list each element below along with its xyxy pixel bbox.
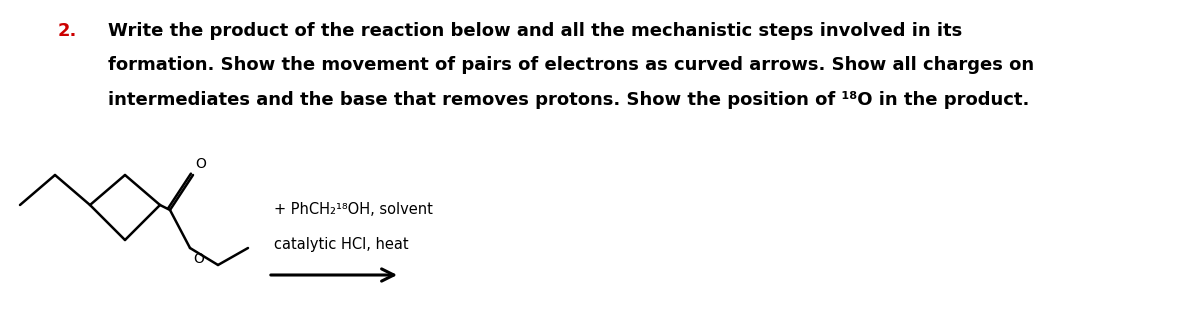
Text: O: O	[194, 157, 206, 171]
Text: intermediates and the base that removes protons. Show the position of ¹⁸O in the: intermediates and the base that removes …	[108, 91, 1030, 109]
Text: 2.: 2.	[58, 22, 77, 40]
Text: O: O	[193, 252, 204, 266]
Text: catalytic HCl, heat: catalytic HCl, heat	[274, 237, 408, 252]
Text: formation. Show the movement of pairs of electrons as curved arrows. Show all ch: formation. Show the movement of pairs of…	[108, 56, 1034, 74]
Text: + PhCH₂¹⁸OH, solvent: + PhCH₂¹⁸OH, solvent	[274, 202, 432, 217]
Text: Write the product of the reaction below and all the mechanistic steps involved i: Write the product of the reaction below …	[108, 22, 962, 40]
